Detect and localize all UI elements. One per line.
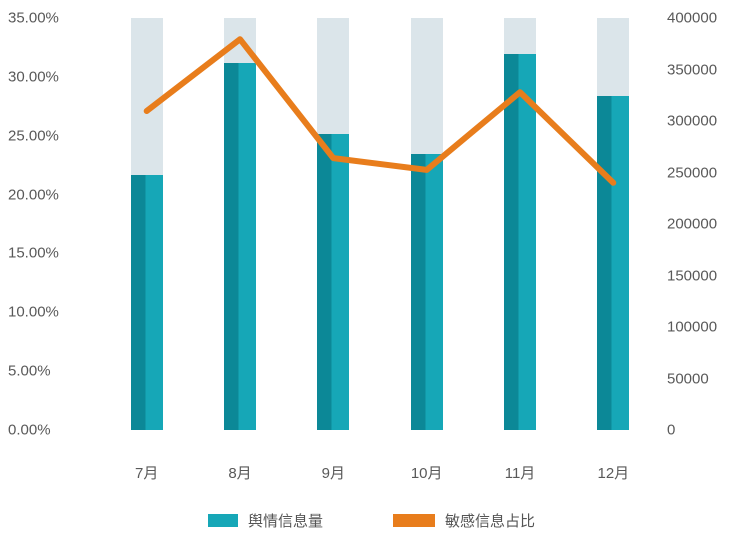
bar	[130, 174, 163, 430]
x-axis-label: 10月	[410, 465, 443, 482]
bar	[504, 54, 536, 430]
axis-tick-label: 10.00%	[8, 303, 59, 321]
legend-item: 舆情信息量	[207, 510, 323, 531]
x-axis-label: 7月	[134, 465, 159, 482]
bar	[410, 153, 443, 430]
axis-tick-label: 400000	[667, 9, 718, 27]
plot-area	[100, 18, 660, 430]
axis-tick-label: 5.00%	[8, 362, 51, 380]
legend: 舆情信息量 敏感信息占比	[0, 510, 743, 531]
axis-tick-label: 0.00%	[8, 421, 51, 439]
axis-tick-label: 25.00%	[8, 127, 59, 145]
axis-tick-label: 250000	[667, 164, 718, 181]
bar	[224, 63, 256, 430]
bar	[597, 96, 630, 430]
line-series-swatch	[393, 514, 435, 527]
axis-tick-label: 0	[667, 421, 676, 439]
axis-tick-label: 150000	[667, 267, 718, 284]
axis-tick-label: 30.00%	[8, 68, 59, 86]
line-series	[143, 36, 617, 186]
x-axis-label: 8月	[228, 465, 252, 482]
axis-tick-label: 300000	[667, 112, 718, 130]
bar-series-swatch	[207, 514, 238, 527]
axis-tick-label: 35.00%	[8, 9, 59, 27]
line-path	[143, 36, 617, 186]
axis-tick-label: 50000	[667, 370, 709, 387]
legend-label: 舆情信息量	[247, 513, 323, 530]
legend-item: 敏感信息占比	[393, 510, 535, 531]
x-axis-label: 9月	[321, 465, 345, 482]
legend-label: 敏感信息占比	[445, 513, 536, 530]
axis-tick-label: 200000	[667, 215, 718, 233]
bar	[317, 134, 350, 430]
x-axis-label: 12月	[597, 465, 630, 482]
axis-tick-label: 350000	[667, 61, 718, 78]
axis-tick-label: 20.00%	[8, 186, 59, 204]
x-axis-label: 11月	[504, 465, 536, 482]
axis-tick-label: 100000	[667, 318, 718, 336]
axis-tick-label: 15.00%	[8, 244, 59, 262]
